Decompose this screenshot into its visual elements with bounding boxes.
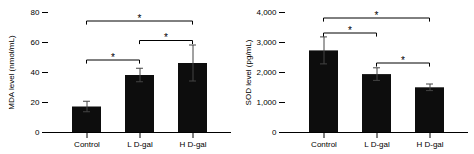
svg-text:40: 40 xyxy=(31,68,40,77)
svg-text:3,000: 3,000 xyxy=(256,38,277,47)
svg-text:*: * xyxy=(111,52,115,63)
svg-text:L D-gal: L D-gal xyxy=(127,140,153,149)
svg-text:H D-gal: H D-gal xyxy=(179,140,206,149)
svg-text:1,000: 1,000 xyxy=(256,98,277,107)
svg-text:*: * xyxy=(348,25,352,36)
svg-text:0: 0 xyxy=(35,128,40,137)
svg-text:L D-gal: L D-gal xyxy=(364,140,390,149)
svg-text:H D-gal: H D-gal xyxy=(416,140,443,149)
svg-text:*: * xyxy=(138,13,142,24)
svg-text:SOD level (pg/mL): SOD level (pg/mL) xyxy=(244,39,253,105)
svg-text:0: 0 xyxy=(272,128,277,137)
svg-text:Control: Control xyxy=(311,140,337,149)
svg-text:*: * xyxy=(164,32,168,43)
svg-text:4,000: 4,000 xyxy=(256,8,277,17)
svg-text:*: * xyxy=(375,10,379,21)
svg-text:60: 60 xyxy=(31,38,40,47)
svg-text:Control: Control xyxy=(74,140,100,149)
svg-text:*: * xyxy=(401,55,405,66)
svg-text:2,000: 2,000 xyxy=(256,68,277,77)
svg-text:20: 20 xyxy=(31,98,40,107)
svg-text:80: 80 xyxy=(31,8,40,17)
svg-text:MDA level (nmol/mL): MDA level (nmol/mL) xyxy=(7,35,16,110)
